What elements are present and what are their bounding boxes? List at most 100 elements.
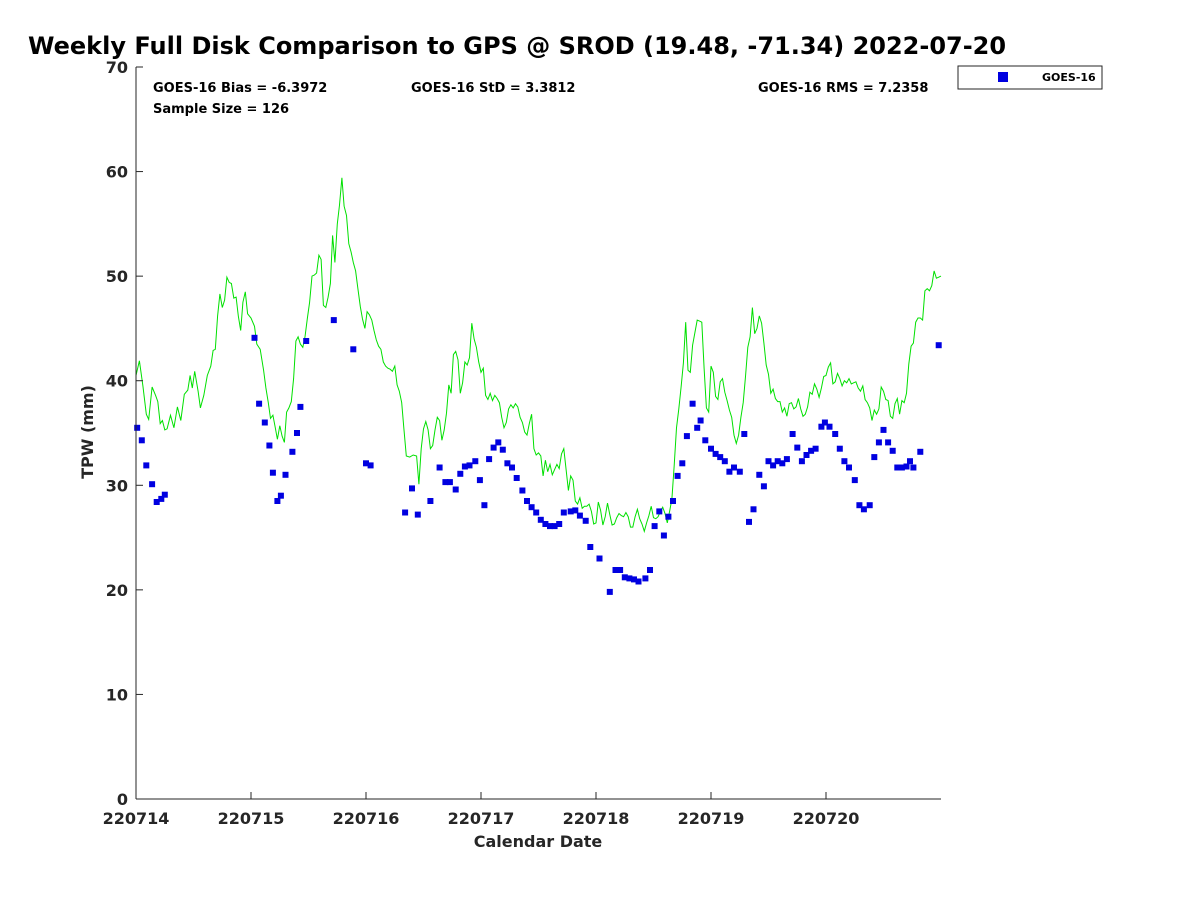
goes16-point <box>826 423 833 430</box>
goes16-point <box>621 574 628 581</box>
goes16-point <box>880 426 887 433</box>
goes16-point <box>436 464 443 471</box>
goes16-point <box>490 444 497 451</box>
y-tick-label: 40 <box>106 372 128 391</box>
goes16-point <box>461 463 468 470</box>
goes16-point <box>149 481 156 488</box>
y-tick-label: 10 <box>106 685 128 704</box>
goes16-point <box>457 470 464 477</box>
goes16-point <box>708 445 714 452</box>
goes16-point <box>803 452 810 458</box>
goes16-point <box>363 460 369 467</box>
goes16-point <box>841 458 848 465</box>
goes16-point <box>134 424 141 431</box>
legend: GOES-16 <box>957 65 1103 90</box>
goes16-point <box>851 477 858 484</box>
goes16-point <box>251 334 258 341</box>
goes16-point <box>779 460 786 467</box>
goes16-point <box>266 442 273 449</box>
goes16-point <box>866 502 873 509</box>
goes16-point <box>683 433 690 440</box>
goes16-point <box>261 419 268 426</box>
goes16-point <box>606 588 613 595</box>
goes16-point <box>495 439 502 446</box>
goes16-point <box>572 507 579 514</box>
gps-series <box>135 177 942 534</box>
goes16-point <box>894 464 901 471</box>
goes16-point <box>903 463 910 470</box>
goes16-point <box>910 464 917 471</box>
goes16-point <box>702 437 709 444</box>
goes16-point <box>832 431 839 437</box>
goes16-point <box>898 464 905 471</box>
goes16-point <box>481 502 488 509</box>
goes16-point <box>665 513 672 520</box>
goes16-point <box>651 523 658 530</box>
goes16-point <box>885 439 892 446</box>
goes16-point <box>736 468 743 475</box>
sample-size-stat: Sample Size = 126 <box>153 102 289 117</box>
goes16-point <box>717 454 724 461</box>
goes16-point <box>560 509 567 516</box>
goes16-point <box>567 508 574 515</box>
goes16-point <box>158 495 165 502</box>
goes16-point <box>452 486 459 493</box>
goes16-point <box>660 532 667 539</box>
legend-marker <box>998 72 1008 82</box>
goes16-point <box>289 448 296 455</box>
y-axis-label: TPW (mm) <box>78 385 97 479</box>
goes16-point <box>674 472 681 479</box>
x-axis-label: Calendar Date <box>474 832 603 851</box>
rms-stat: GOES-16 RMS = 7.2358 <box>758 81 928 96</box>
goes16-point <box>731 464 737 471</box>
goes16-point <box>277 492 284 499</box>
goes16-point <box>670 498 676 504</box>
goes16-point <box>907 458 913 465</box>
goes16-point <box>442 479 449 486</box>
goes16-point <box>721 458 728 465</box>
x-tick-label: 220719 <box>678 809 745 828</box>
goes16-point <box>818 423 825 430</box>
goes16-point <box>499 446 506 453</box>
goes16-series <box>134 317 942 595</box>
goes16-point <box>875 439 882 446</box>
x-tick-label: 220718 <box>563 809 630 828</box>
y-tick-label: 70 <box>106 58 128 77</box>
x-tick-label: 220715 <box>218 809 285 828</box>
y-axis-ticks: 0 10 20 30 40 50 60 70 <box>106 58 143 809</box>
legend-box <box>957 65 1103 90</box>
goes16-point <box>476 477 483 484</box>
goes16-point <box>746 518 752 525</box>
goes16-point <box>794 444 801 451</box>
goes16-point <box>774 458 781 465</box>
y-tick-label: 20 <box>106 581 128 600</box>
x-tick-label: 220714 <box>103 809 170 828</box>
x-tick-label: 220716 <box>333 809 400 828</box>
goes16-point <box>635 578 642 585</box>
goes16-point <box>783 456 790 463</box>
goes16-point <box>138 437 145 444</box>
goes16-point <box>812 445 819 452</box>
goes16-point <box>642 575 649 582</box>
goes16-point <box>556 521 563 527</box>
goes16-point <box>509 464 515 471</box>
goes16-point <box>294 430 300 436</box>
y-tick-label: 0 <box>117 790 128 809</box>
x-axis-ticks: 220714 220715 220716 220717 220718 220719 2207… <box>103 792 860 828</box>
goes16-point <box>367 462 374 469</box>
goes16-point <box>402 509 409 516</box>
goes16-point <box>446 479 453 486</box>
goes16-point <box>269 469 276 476</box>
goes16-point <box>256 400 263 407</box>
goes16-point <box>760 483 767 490</box>
goes16-point <box>427 498 434 504</box>
goes16-point <box>513 475 520 481</box>
x-tick-label: 220720 <box>793 809 860 828</box>
goes16-point <box>547 523 553 530</box>
legend-label: GOES-16 <box>1042 71 1096 84</box>
goes16-point <box>726 468 733 475</box>
goes16-point <box>350 346 357 353</box>
goes16-point <box>741 431 748 437</box>
goes16-point <box>750 506 757 513</box>
